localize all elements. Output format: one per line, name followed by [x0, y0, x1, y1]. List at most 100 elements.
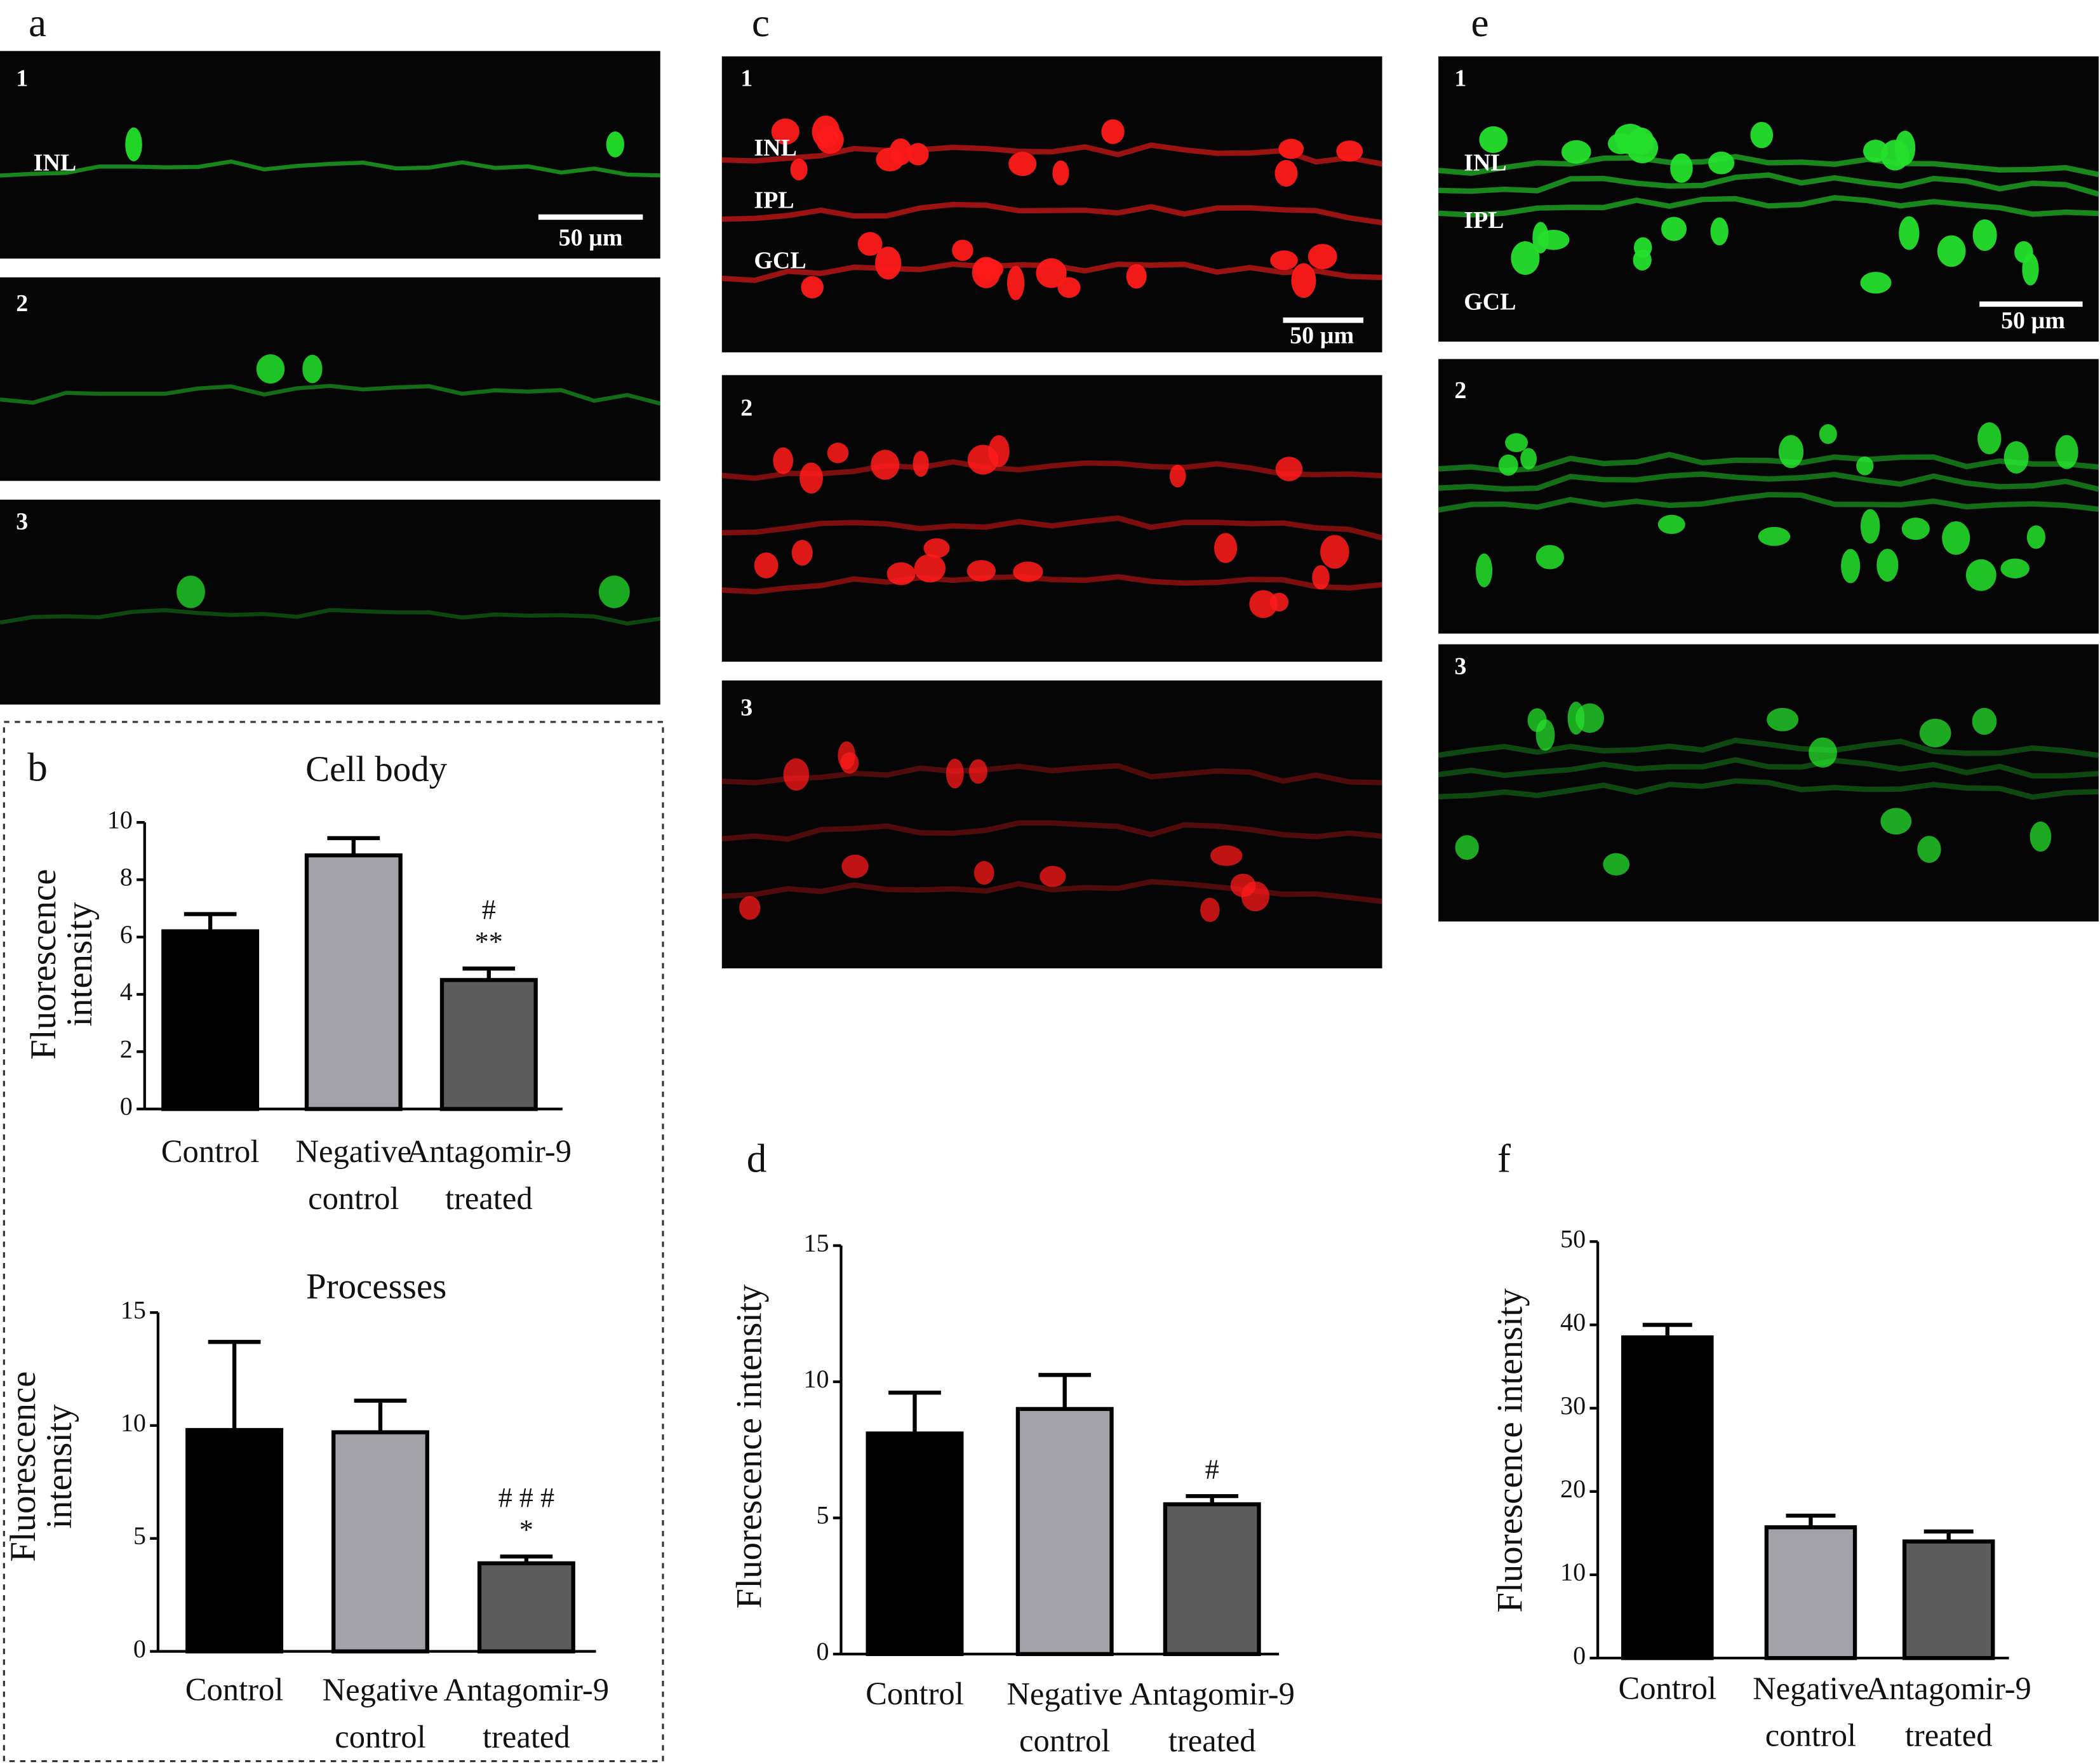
y-axis-title: Fluorescence intensity [1490, 1288, 1530, 1612]
x-tick-label: Control [866, 1676, 964, 1711]
significance-mark: ** [475, 926, 503, 958]
scale-bar-label: 50 µm [559, 224, 623, 251]
cell-body [871, 450, 900, 480]
panel-label: d [747, 1136, 767, 1180]
panel-label: c [752, 1, 770, 45]
cell-body [1535, 719, 1555, 751]
cell-body [967, 444, 999, 475]
cell-body [1278, 138, 1304, 159]
bar [161, 929, 260, 1111]
cell-body [1532, 222, 1549, 254]
micrograph-number: 3 [740, 695, 752, 721]
cell-body [1876, 549, 1899, 582]
tissue-band [721, 515, 1383, 541]
y-axis-title: Fluorescence intensity [729, 1284, 769, 1608]
significance-mark: # # # [498, 1482, 555, 1513]
scale-bar-label: 50 µm [2001, 307, 2065, 334]
cell-body [1275, 457, 1303, 481]
error-bar [208, 1340, 261, 1431]
cell-body [1101, 119, 1125, 144]
bar [1015, 1407, 1114, 1657]
layer-label: GCL [1464, 289, 1516, 316]
y-tick-label: 2 [120, 1034, 133, 1063]
y-axis-title: Fluorescenceintensity [3, 1371, 79, 1561]
x-tick-label: Control [1618, 1671, 1716, 1706]
panel-label: a [29, 1, 46, 45]
cell-body [966, 559, 996, 582]
cell-body [1291, 263, 1316, 298]
micrograph [1438, 644, 2099, 922]
cell-body [1670, 153, 1693, 183]
cell-body [1657, 514, 1685, 534]
y-axis-title: Fluorescenceintensity [23, 869, 100, 1060]
y-tick-label: 0 [1573, 1641, 1586, 1669]
cell-body [1710, 217, 1729, 246]
cell-body [1965, 559, 1996, 591]
bar [1764, 1525, 1857, 1660]
cell-body [1856, 456, 1874, 476]
y-tick-label: 5 [133, 1521, 146, 1550]
cell-body [857, 232, 883, 256]
y-tick-label: 40 [1560, 1308, 1586, 1337]
cell-body [889, 138, 913, 166]
tissue-band [1438, 491, 2099, 513]
significance-mark: * [519, 1514, 533, 1545]
cell-body [973, 258, 1003, 281]
micrograph [0, 277, 660, 481]
cell-body [2000, 558, 2030, 578]
cell-body [1899, 216, 1920, 250]
panel-label: b [27, 745, 48, 790]
cell-body [1880, 808, 1912, 835]
x-tick-label: Negative control [1753, 1671, 1869, 1753]
y-tick-label: 10 [121, 1408, 146, 1437]
cell-body [1575, 703, 1604, 733]
cell-body [2026, 525, 2045, 549]
cell-body [1336, 140, 1363, 162]
cell-body [1520, 448, 1537, 470]
tissue-band [721, 763, 1382, 785]
micrograph [1438, 56, 2099, 342]
cell-body [1972, 707, 1997, 735]
cell-body [1778, 435, 1804, 469]
cell-body [790, 158, 808, 181]
tissue-band [0, 384, 661, 406]
micrograph-number: 1 [1454, 65, 1466, 91]
tissue-band [721, 879, 1383, 904]
layer-label: IPL [1464, 207, 1504, 234]
cell-body [973, 860, 994, 885]
cell-body [875, 246, 902, 280]
cell-body [1040, 865, 1066, 887]
micrograph [721, 680, 1382, 969]
y-tick-label: 10 [803, 1365, 829, 1393]
chart-title: Processes [306, 1266, 446, 1306]
y-tick-label: 6 [120, 920, 133, 949]
cell-body [754, 552, 779, 578]
cell-body [2022, 253, 2039, 286]
x-tick-label: Antagomir-9 treated [406, 1133, 572, 1216]
bar [477, 1561, 575, 1654]
cell-body [1241, 881, 1270, 912]
y-tick-label: 30 [1560, 1391, 1586, 1420]
cell-body [907, 143, 929, 166]
layer-label: GCL [754, 247, 806, 274]
cell-body [1270, 250, 1298, 271]
panel-label: e [1471, 1, 1488, 45]
layer-label: INL [34, 149, 77, 176]
cell-body [1942, 521, 1970, 555]
cell-body [799, 462, 823, 494]
error-bar [184, 912, 237, 932]
cell-body [1614, 124, 1646, 150]
cell-body [1661, 217, 1687, 241]
y-tick-label: 15 [803, 1229, 829, 1257]
cell-body [946, 758, 964, 789]
cell-body [1274, 159, 1298, 187]
tissue-band [721, 459, 1382, 481]
bar [331, 1430, 429, 1654]
cell-body [302, 354, 323, 384]
cell-body [1819, 424, 1837, 444]
x-tick-label: Negative control [323, 1672, 439, 1754]
cell-body [841, 854, 869, 878]
tissue-band [1438, 154, 2099, 177]
micrograph [0, 51, 660, 259]
error-bar [1642, 1323, 1692, 1338]
